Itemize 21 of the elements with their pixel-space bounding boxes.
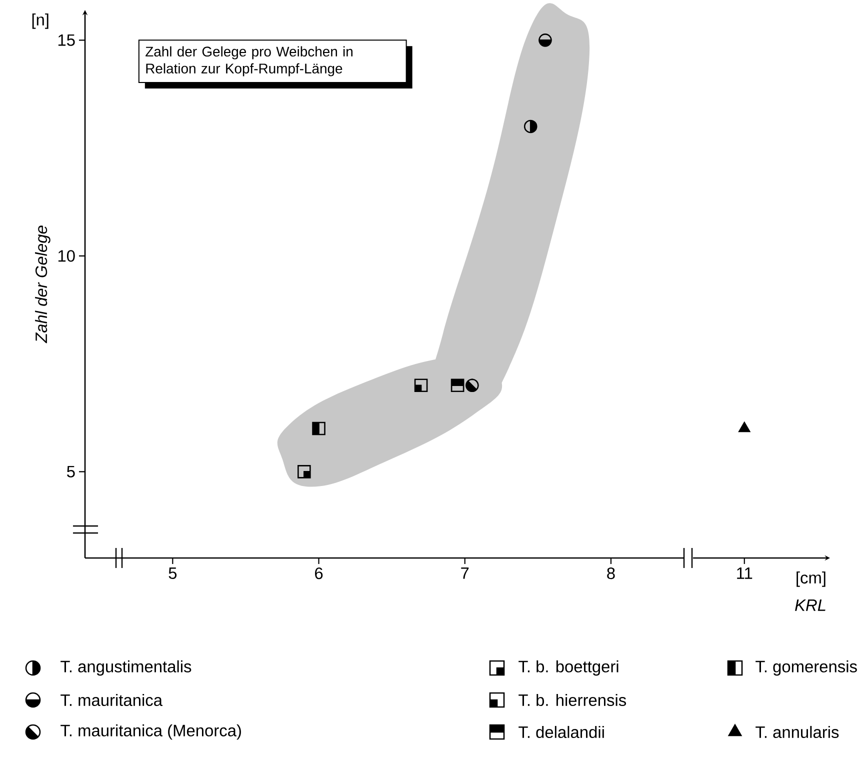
text: [cm] (796, 572, 826, 587)
legend-label: T. b. boettgeri (518, 660, 618, 676)
legend-label: T. mauritanica (Menorca) (60, 724, 241, 740)
legend-label: T. angustimentalis (60, 660, 192, 676)
y-axis-title: Zahl der Gelege (35, 226, 50, 344)
x-tick-label: 5 (168, 568, 177, 579)
legend-label: T. gomerensis (756, 660, 857, 676)
x-tick-label: 6 (315, 567, 323, 580)
text: Zahl der Gelege pro Weibchen in Relation zur Kopf-Rumpf-Länge (146, 46, 352, 76)
x-tick-label: 7 (461, 568, 469, 579)
x-tick-label: 8 (607, 567, 615, 580)
legend-label: T. mauritanica (60, 694, 163, 706)
text: [n] (32, 14, 48, 29)
legend-label: T. b. hierrensis (518, 694, 626, 706)
x-axis-title: KRL (795, 600, 826, 611)
y-tick-label: 15 (58, 34, 75, 46)
y-tick-label: 5 (67, 466, 75, 478)
legend-label: T. delalandii (518, 726, 604, 738)
y-tick-label: 10 (58, 250, 75, 262)
legend-label: T. annularis (756, 726, 839, 738)
x-tick-label: 11 (737, 568, 752, 579)
